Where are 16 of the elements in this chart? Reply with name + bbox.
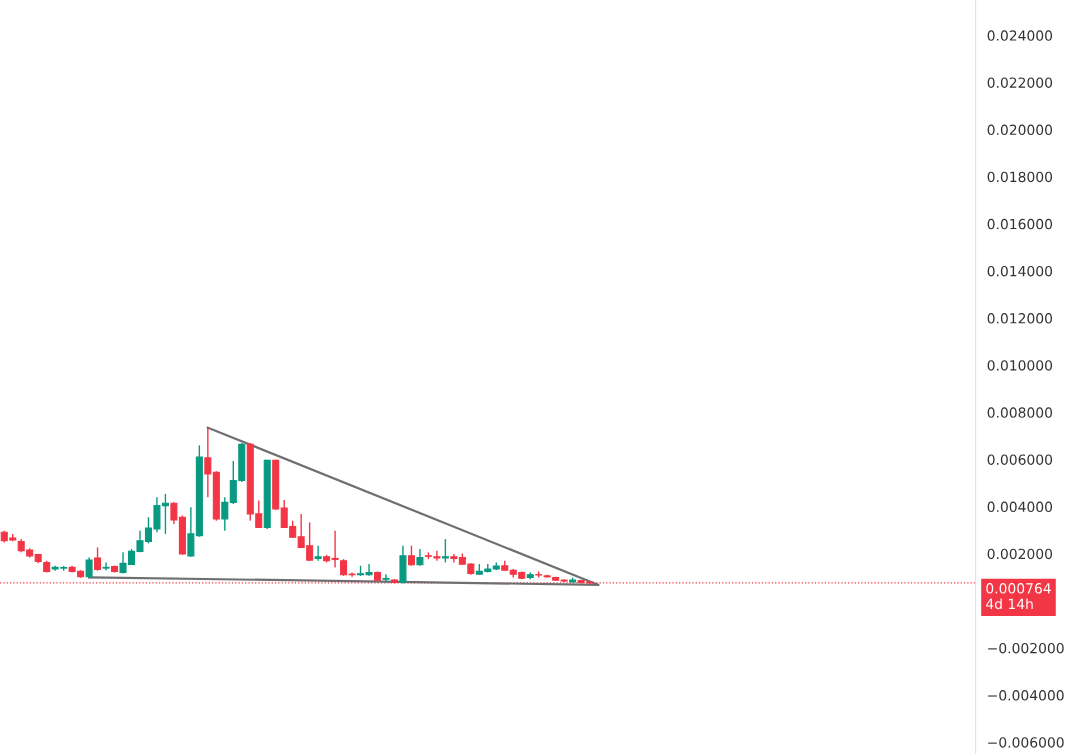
y-tick-label: 0.016000 [987,218,1053,230]
y-tick-label: −0.002000 [988,642,1064,654]
y-tick-label: 0.008000 [987,407,1053,418]
y-tick-label: 0.024000 [987,30,1053,41]
y-tick-label: 0.020000 [987,124,1053,136]
y-tick-label: 0.018000 [987,171,1053,183]
y-tick-label: −0.004000 [988,690,1064,701]
y-tick-label: 0.022000 [987,77,1053,88]
y-tick-label: 0.012000 [987,313,1053,324]
y-tick-label: −0.006000 [988,737,1064,748]
y-tick-label: 0.002000 [987,548,1053,560]
y-tick-label: 0.006000 [987,454,1053,465]
y-tick-label: 0.004000 [987,501,1053,513]
y-tick-label: 0.014000 [987,265,1053,277]
y-tick-label: 0.010000 [987,360,1053,371]
ref-line-label: 0.000764 4d 14h [986,583,1051,610]
